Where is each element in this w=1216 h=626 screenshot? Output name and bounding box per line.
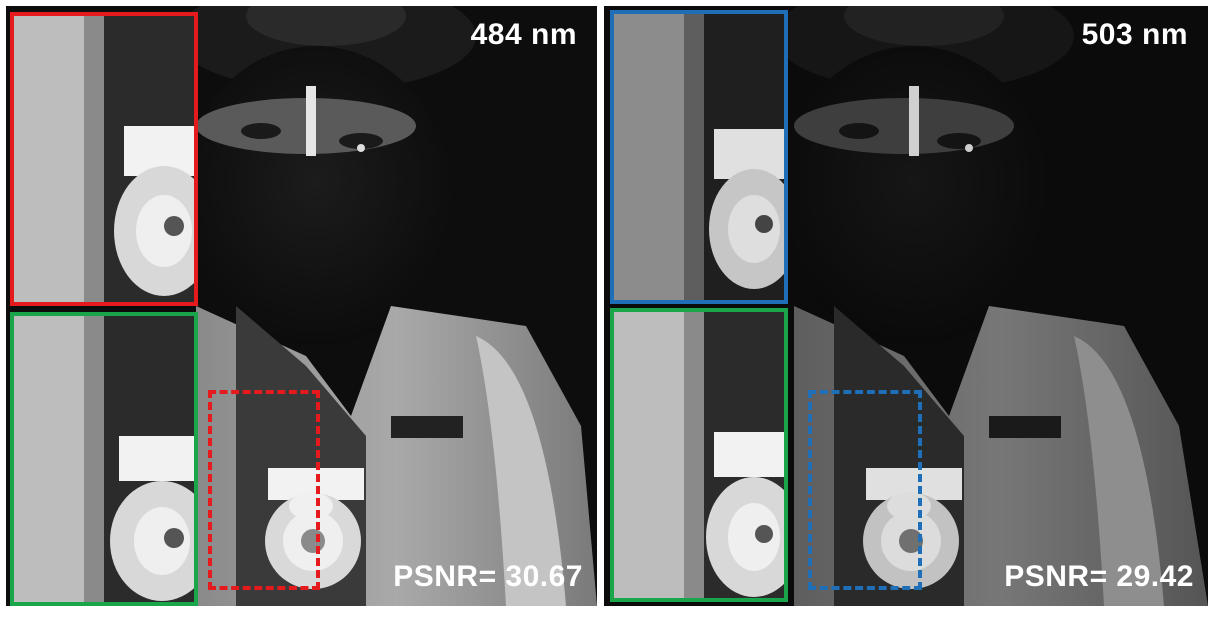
region-of-interest-box (208, 390, 320, 590)
psnr-label: PSNR= 30.67 (393, 560, 583, 593)
zoomed-badge-image (14, 16, 194, 302)
reconstruction-panel-503nm: 503 nm PSNR= 29.42 (604, 6, 1208, 606)
zoomed-badge-ground-truth-image (614, 312, 784, 598)
wavelength-label: 503 nm (1081, 18, 1188, 51)
zoom-inset-top (10, 12, 198, 306)
zoomed-badge-image (614, 14, 784, 300)
zoom-inset-top (610, 10, 788, 304)
psnr-label: PSNR= 29.42 (1004, 560, 1194, 593)
region-of-interest-box (808, 390, 922, 590)
zoomed-badge-ground-truth-image (14, 316, 194, 602)
reconstruction-panel-484nm: 484 nm PSNR= 30.67 (6, 6, 597, 606)
wavelength-label: 484 nm (470, 18, 577, 51)
zoom-inset-bottom (10, 312, 198, 606)
zoom-inset-bottom (610, 308, 788, 602)
